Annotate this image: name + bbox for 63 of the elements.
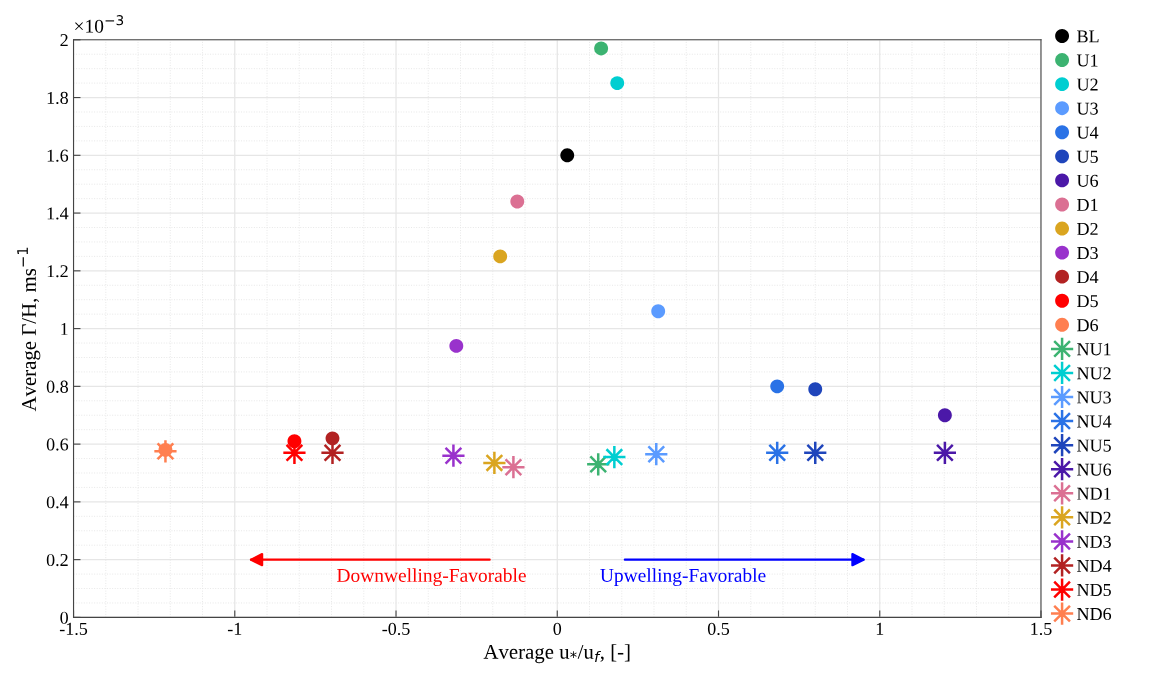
point: [482, 450, 507, 476]
y-tick-label: 1.6: [47, 149, 69, 162]
y-tick-label: 0: [60, 611, 68, 624]
legend-label: NU5: [1077, 439, 1111, 452]
y-tick-label: 0.4: [46, 496, 69, 509]
point: [808, 382, 823, 397]
y-tick-label: 0.6: [46, 438, 69, 451]
legend-label: D5: [1077, 295, 1098, 308]
y-tick-label: 1.8: [47, 91, 68, 105]
annotation: Downwelling-Favorable: [337, 568, 526, 586]
point: [770, 379, 785, 394]
legend-label: U5: [1076, 150, 1098, 163]
legend-label: U3: [1076, 102, 1098, 115]
point: [441, 443, 466, 469]
y-tick-label: 2: [60, 34, 68, 47]
legend-label: ND2: [1077, 511, 1111, 524]
point: [449, 338, 464, 353]
x-tick-label: 0: [553, 622, 562, 635]
x-tick-label: 1: [876, 622, 884, 635]
point: [153, 438, 178, 464]
legend-label: ND5: [1077, 584, 1111, 597]
legend-label: NU6: [1077, 463, 1112, 476]
legend-label: D4: [1077, 271, 1099, 284]
x-tick-label: -1.5: [59, 622, 88, 636]
y-tick-label: 1: [61, 322, 68, 335]
x-axis-title: Average u$_{*}$/u$_{f}$, [-]: [483, 644, 630, 664]
y-tick-label: 1.2: [47, 265, 68, 278]
point: [610, 76, 625, 91]
point: [560, 148, 575, 163]
legend-label: D3: [1077, 246, 1098, 260]
y-tick-label: 0.2: [46, 553, 68, 567]
y-axis-title: Average Γ/H, ms$^{−1}$: [17, 247, 41, 412]
point: [325, 431, 340, 446]
y-tick-label: 0.8: [46, 380, 68, 393]
legend-label: ND1: [1077, 487, 1111, 500]
legend-label: U6: [1076, 174, 1099, 187]
point: [594, 41, 609, 56]
legend-label: ND3: [1077, 535, 1111, 548]
legend-label: ND6: [1077, 607, 1112, 621]
text: ×10$^{−3}$: [75, 15, 124, 33]
point: [651, 304, 666, 319]
legend-label: D6: [1077, 319, 1099, 332]
annotation: Upwelling-Favorable: [600, 568, 766, 586]
legend-label: D2: [1077, 222, 1098, 235]
legend-label: U2: [1076, 78, 1098, 91]
legend-label: D1: [1077, 198, 1098, 211]
x-tick-label: 1.5: [1031, 622, 1052, 636]
legend-label: NU3: [1077, 391, 1111, 404]
y-tick-label: 1.4: [47, 207, 69, 220]
legend-label: NU4: [1077, 415, 1112, 428]
point: [493, 249, 508, 264]
x-tick-label: -1: [227, 622, 242, 635]
point: [510, 194, 525, 209]
x-tick-label: 0.5: [707, 622, 730, 636]
x-tick-label: -0.5: [382, 622, 410, 636]
legend-label: U4: [1076, 126, 1099, 139]
point: [601, 444, 627, 470]
point: [937, 408, 952, 423]
legend-label: ND4: [1077, 559, 1112, 572]
legend-label: BL: [1077, 30, 1099, 43]
legend-label: NU1: [1077, 343, 1111, 356]
legend-label: U1: [1076, 54, 1098, 67]
legend-label: NU2: [1077, 367, 1111, 380]
